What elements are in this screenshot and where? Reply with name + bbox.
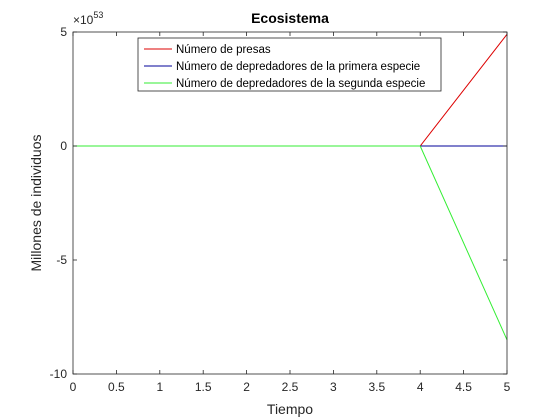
series-layer [73, 33, 508, 341]
x-tick-label: 4 [417, 380, 424, 394]
y-tick-label: 5 [60, 25, 67, 39]
x-tick-label: 2 [243, 380, 250, 394]
y-exponent-label: ×1053 [73, 10, 103, 27]
x-tick-label: 1 [156, 380, 163, 394]
x-tick-label: 0.5 [108, 380, 125, 394]
legend: Número de presas Número de depredadores d… [137, 37, 442, 92]
y-tick-label: 0 [60, 139, 67, 153]
x-axis-label: Tiempo [267, 401, 313, 417]
svg-text:×1053: ×1053 [73, 10, 103, 27]
x-tick-label: 2.5 [282, 380, 299, 394]
x-tick-label: 1.5 [195, 380, 212, 394]
tick-layer: 0 0.5 1 1.5 2 2.5 3 3.5 4 4.5 5 5 0 -5 -10 [50, 25, 511, 394]
x-tick-label: 3.5 [368, 380, 385, 394]
y-tick-label: -10 [50, 367, 68, 381]
y-exponent-base: ×10 [73, 13, 94, 27]
legend-box [137, 37, 442, 92]
legend-label-2: Número de depredadores de la primera esp… [176, 61, 420, 73]
legend-label-1: Número de presas [176, 44, 271, 56]
x-tick-label: 0 [70, 380, 77, 394]
chart-title: Ecosistema [251, 10, 329, 26]
legend-items: Número de presas Número de depredadores d… [144, 44, 425, 90]
legend-label-3: Número de depredadores de la segunda esp… [176, 78, 425, 90]
y-axis-label: Millones de individuos [28, 135, 44, 272]
y-tick-label: -5 [56, 253, 67, 267]
y-exponent-power: 53 [93, 10, 103, 20]
series-line-3 [73, 145, 508, 341]
x-tick-label: 4.5 [455, 380, 472, 394]
x-tick-label: 3 [330, 380, 337, 394]
x-tick-label: 5 [504, 380, 511, 394]
